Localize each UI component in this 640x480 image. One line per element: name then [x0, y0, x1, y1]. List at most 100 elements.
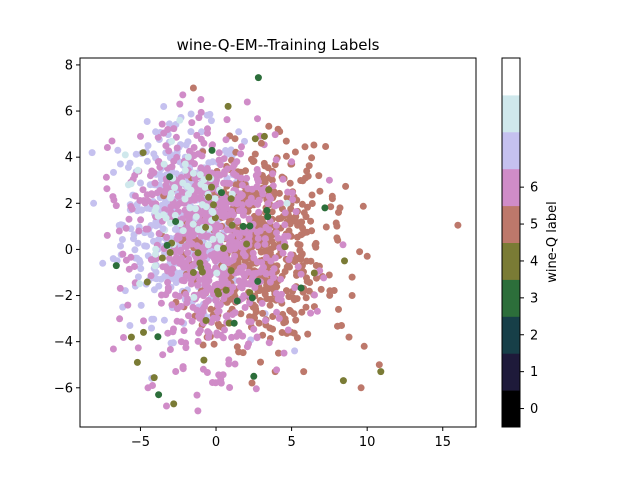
cloud-point: [208, 183, 215, 191]
cloud-point: [176, 269, 184, 277]
cloud-point: [223, 204, 231, 212]
cloud-point: [150, 315, 158, 323]
cloud-point: [172, 218, 180, 225]
cloud-point: [251, 303, 259, 311]
cloud-point: [182, 344, 190, 352]
colorbar-tick-label: 5: [530, 218, 538, 233]
cloud-point: [279, 175, 287, 183]
cloud-point: [253, 333, 261, 341]
scatter-point: [360, 342, 368, 350]
cloud-point: [222, 286, 230, 294]
cloud-point: [223, 116, 231, 124]
cloud-point: [155, 158, 163, 165]
cloud-point: [245, 232, 253, 240]
cloud-point: [131, 172, 139, 179]
cloud-point: [285, 227, 293, 235]
scatter-point: [197, 96, 205, 103]
scatter-point: [357, 384, 365, 392]
cloud-point: [206, 110, 214, 118]
cloud-point: [198, 268, 206, 276]
cloud-point: [221, 326, 228, 334]
cloud-point: [178, 254, 185, 262]
scatter-point: [90, 199, 98, 207]
colorbar-segment: [502, 94, 520, 133]
cloud-point: [205, 173, 213, 181]
scatter-point: [109, 255, 117, 263]
cloud-point: [204, 129, 211, 137]
cloud-point: [322, 143, 330, 150]
cloud-point: [108, 137, 116, 145]
cloud-point: [339, 377, 347, 385]
cloud-point: [268, 208, 276, 216]
cloud-point: [277, 275, 285, 283]
cloud-point: [312, 243, 320, 251]
cloud-point: [287, 307, 295, 315]
scatter-point: [300, 368, 308, 376]
y-tick-label: −2: [54, 289, 73, 304]
cloud-point: [287, 251, 295, 259]
cloud-point: [215, 156, 223, 164]
cloud-point: [194, 337, 202, 345]
cloud-point: [259, 331, 267, 339]
cloud-point: [152, 204, 160, 212]
colorbar-segment: [502, 279, 520, 317]
cloud-point: [298, 250, 306, 258]
cloud-point: [222, 136, 230, 144]
cloud-point: [289, 196, 297, 203]
cloud-point: [175, 234, 183, 242]
cloud-point: [143, 191, 151, 199]
cloud-point: [163, 402, 170, 410]
scatter-point: [348, 273, 356, 281]
cloud-point: [246, 222, 254, 230]
scatter-point: [250, 372, 258, 380]
cloud-point: [150, 286, 158, 294]
cloud-point: [118, 236, 126, 243]
cloud-point: [262, 254, 270, 261]
cloud-point: [185, 237, 193, 245]
cloud-point: [239, 211, 247, 219]
cloud-point: [160, 103, 168, 110]
cloud-point: [281, 221, 289, 229]
cloud-point: [142, 225, 150, 233]
cloud-point: [155, 230, 163, 237]
cloud-point: [195, 312, 203, 320]
cloud-point: [190, 144, 198, 151]
cloud-point: [316, 267, 324, 275]
cloud-point: [238, 181, 246, 189]
cloud-point: [245, 215, 253, 223]
cloud-point: [252, 172, 260, 179]
cloud-point: [316, 187, 324, 195]
cloud-point: [137, 301, 145, 309]
scatter-point: [260, 132, 268, 140]
cloud-point: [290, 329, 298, 337]
scatter-point: [291, 347, 299, 355]
cloud-point: [297, 231, 305, 239]
cloud-point: [218, 276, 226, 283]
cloud-point: [253, 228, 261, 236]
cloud-point: [259, 309, 267, 317]
y-tick-label: 8: [65, 58, 73, 73]
cloud-point: [185, 213, 193, 221]
scatter-point: [325, 176, 333, 184]
cloud-point: [274, 234, 282, 242]
cloud-point: [127, 253, 135, 261]
scatter-point: [114, 146, 122, 154]
cloud-point: [305, 287, 313, 295]
cloud-point: [270, 243, 278, 251]
cloud-point: [248, 379, 256, 387]
cloud-point: [303, 257, 311, 265]
cloud-point: [172, 279, 180, 286]
cloud-point: [248, 275, 256, 283]
cloud-point: [194, 249, 202, 257]
cloud-point: [271, 131, 279, 139]
cloud-point: [181, 195, 189, 203]
scatter-point: [189, 169, 197, 177]
cloud-point: [125, 265, 133, 273]
scatter-point: [321, 204, 329, 212]
cloud-point: [110, 168, 117, 176]
scatter-point: [315, 172, 323, 180]
cloud-point: [265, 192, 273, 200]
cloud-point: [310, 141, 318, 149]
cloud-point: [177, 302, 185, 310]
